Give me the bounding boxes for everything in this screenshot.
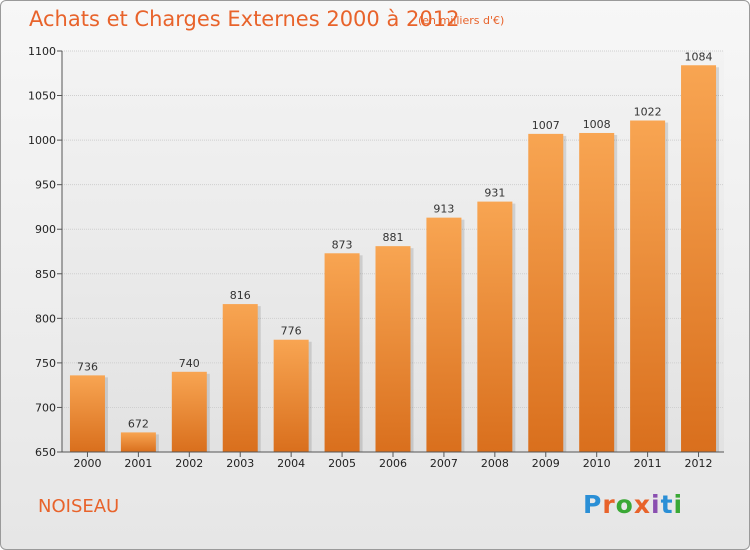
logo-letter: i <box>673 490 684 519</box>
bar <box>120 432 156 452</box>
x-tick-label: 2002 <box>175 457 203 470</box>
bar <box>630 120 666 453</box>
logo-letter: o <box>615 490 634 519</box>
logo-letter: i <box>651 490 661 519</box>
x-tick-label: 2007 <box>430 457 458 470</box>
data-label: 913 <box>433 203 454 216</box>
bar <box>222 304 258 452</box>
data-label: 740 <box>179 357 200 370</box>
logo-letter: P <box>583 490 603 519</box>
chart-title: Achats et Charges Externes 2000 à 2012 <box>29 7 460 31</box>
logo-letter: x <box>633 490 651 519</box>
data-label: 736 <box>77 360 98 373</box>
y-tick-label: 700 <box>35 401 56 414</box>
data-label: 931 <box>484 187 505 200</box>
x-tick-label: 2000 <box>73 457 101 470</box>
x-tick-label: 2010 <box>583 457 611 470</box>
y-tick-label: 750 <box>35 357 56 370</box>
bar <box>528 133 564 452</box>
bar <box>273 339 309 452</box>
bar <box>426 217 462 452</box>
x-tick-label: 2009 <box>532 457 560 470</box>
bars <box>69 65 720 453</box>
chart-subtitle: (en milliers d'€) <box>418 14 505 27</box>
x-tick-label: 2001 <box>124 457 152 470</box>
bar <box>375 246 411 452</box>
x-tick-label: 2006 <box>379 457 407 470</box>
y-tick-label: 650 <box>35 446 56 459</box>
bar <box>69 375 105 452</box>
axes <box>57 50 724 457</box>
y-tick-label: 850 <box>35 268 56 281</box>
bar <box>324 253 360 452</box>
y-tick-label: 1000 <box>28 134 56 147</box>
bar <box>477 201 513 452</box>
proxiti-logo: Proxiti <box>583 490 683 519</box>
x-tick-label: 2003 <box>226 457 254 470</box>
bar <box>171 371 207 452</box>
commune-name: NOISEAU <box>38 496 120 517</box>
bar <box>681 65 717 452</box>
x-tick-label: 2008 <box>481 457 509 470</box>
data-label: 1008 <box>583 118 611 131</box>
data-label: 881 <box>383 231 404 244</box>
data-label: 1084 <box>685 50 713 63</box>
logo-letter: r <box>602 490 616 519</box>
data-label: 873 <box>332 238 353 251</box>
y-tick-label: 1050 <box>28 90 56 103</box>
y-tick-label: 950 <box>35 179 56 192</box>
x-tick-label: 2004 <box>277 457 305 470</box>
data-label: 776 <box>281 325 302 338</box>
data-label: 1007 <box>532 119 560 132</box>
data-label: 672 <box>128 417 149 430</box>
logo-letter: t <box>660 490 674 519</box>
data-label: 816 <box>230 289 251 302</box>
y-tick-label: 1100 <box>28 45 56 58</box>
labels: 650 700 750 800 850 900 950 1000 1050 1100 736 2000… <box>28 45 713 470</box>
x-tick-label: 2012 <box>685 457 713 470</box>
y-tick-label: 900 <box>35 223 56 236</box>
bar <box>579 132 615 452</box>
x-tick-label: 2011 <box>634 457 662 470</box>
x-tick-label: 2005 <box>328 457 356 470</box>
data-label: 1022 <box>634 106 662 119</box>
y-tick-label: 800 <box>35 312 56 325</box>
